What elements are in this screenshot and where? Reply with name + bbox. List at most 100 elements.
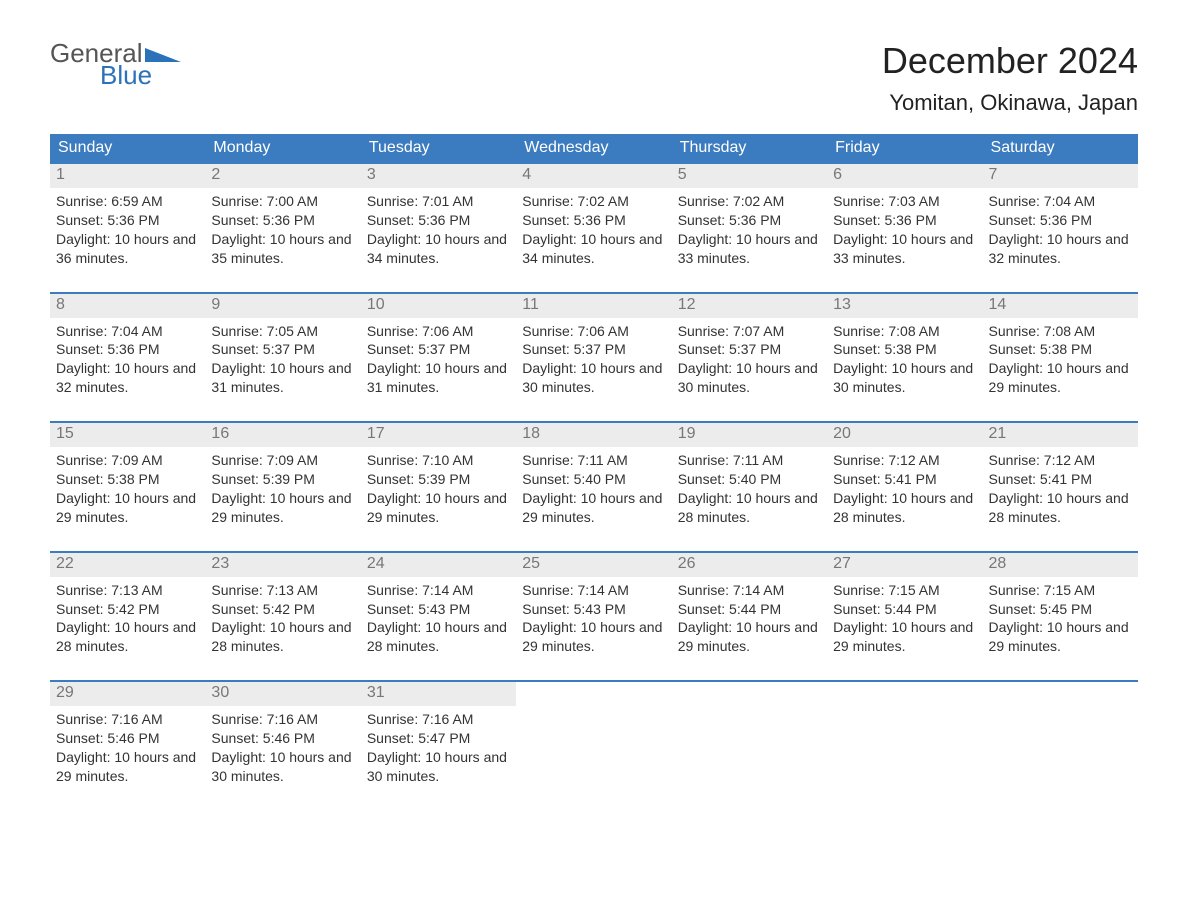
sunrise-text: Sunrise: 7:12 AM (989, 451, 1132, 470)
day-body: Sunrise: 7:08 AMSunset: 5:38 PMDaylight:… (827, 318, 982, 398)
daylight-text: Daylight: 10 hours and 30 minutes. (367, 748, 510, 786)
day-cell: 12Sunrise: 7:07 AMSunset: 5:37 PMDayligh… (672, 294, 827, 408)
calendar-body: 1Sunrise: 6:59 AMSunset: 5:36 PMDaylight… (50, 162, 1138, 796)
sunset-text: Sunset: 5:43 PM (367, 600, 510, 619)
location: Yomitan, Okinawa, Japan (882, 90, 1138, 116)
calendar-header-row: Sunday Monday Tuesday Wednesday Thursday… (50, 134, 1138, 162)
day-cell: . (516, 682, 671, 796)
day-body: Sunrise: 7:07 AMSunset: 5:37 PMDaylight:… (672, 318, 827, 398)
day-cell: 3Sunrise: 7:01 AMSunset: 5:36 PMDaylight… (361, 164, 516, 278)
sunrise-text: Sunrise: 7:07 AM (678, 322, 821, 341)
daylight-text: Daylight: 10 hours and 29 minutes. (522, 618, 665, 656)
sunrise-text: Sunrise: 7:16 AM (367, 710, 510, 729)
day-number: 28 (983, 553, 1138, 577)
sunrise-text: Sunrise: 7:14 AM (678, 581, 821, 600)
day-number: 5 (672, 164, 827, 188)
daylight-text: Daylight: 10 hours and 29 minutes. (833, 618, 976, 656)
daylight-text: Daylight: 10 hours and 32 minutes. (56, 359, 199, 397)
header-wednesday: Wednesday (516, 134, 671, 162)
sunset-text: Sunset: 5:38 PM (56, 470, 199, 489)
day-body: Sunrise: 7:16 AMSunset: 5:46 PMDaylight:… (205, 706, 360, 786)
day-number: 12 (672, 294, 827, 318)
sunrise-text: Sunrise: 7:16 AM (56, 710, 199, 729)
sunrise-text: Sunrise: 7:14 AM (367, 581, 510, 600)
sunset-text: Sunset: 5:36 PM (56, 340, 199, 359)
title-block: December 2024 Yomitan, Okinawa, Japan (882, 40, 1138, 116)
sunset-text: Sunset: 5:37 PM (678, 340, 821, 359)
sunrise-text: Sunrise: 7:04 AM (56, 322, 199, 341)
day-number: 18 (516, 423, 671, 447)
header-thursday: Thursday (672, 134, 827, 162)
day-cell: 23Sunrise: 7:13 AMSunset: 5:42 PMDayligh… (205, 553, 360, 667)
day-cell: 16Sunrise: 7:09 AMSunset: 5:39 PMDayligh… (205, 423, 360, 537)
daylight-text: Daylight: 10 hours and 36 minutes. (56, 230, 199, 268)
sunrise-text: Sunrise: 7:11 AM (678, 451, 821, 470)
day-body: Sunrise: 7:10 AMSunset: 5:39 PMDaylight:… (361, 447, 516, 527)
daylight-text: Daylight: 10 hours and 30 minutes. (833, 359, 976, 397)
sunrise-text: Sunrise: 7:03 AM (833, 192, 976, 211)
sunrise-text: Sunrise: 7:12 AM (833, 451, 976, 470)
day-cell: 30Sunrise: 7:16 AMSunset: 5:46 PMDayligh… (205, 682, 360, 796)
day-cell: 24Sunrise: 7:14 AMSunset: 5:43 PMDayligh… (361, 553, 516, 667)
day-body: Sunrise: 7:04 AMSunset: 5:36 PMDaylight:… (50, 318, 205, 398)
daylight-text: Daylight: 10 hours and 33 minutes. (678, 230, 821, 268)
day-cell: 4Sunrise: 7:02 AMSunset: 5:36 PMDaylight… (516, 164, 671, 278)
sunset-text: Sunset: 5:40 PM (678, 470, 821, 489)
day-cell: 5Sunrise: 7:02 AMSunset: 5:36 PMDaylight… (672, 164, 827, 278)
sunset-text: Sunset: 5:39 PM (211, 470, 354, 489)
header-friday: Friday (827, 134, 982, 162)
sunset-text: Sunset: 5:42 PM (56, 600, 199, 619)
sunrise-text: Sunrise: 7:08 AM (833, 322, 976, 341)
sunrise-text: Sunrise: 7:06 AM (367, 322, 510, 341)
week-row: 22Sunrise: 7:13 AMSunset: 5:42 PMDayligh… (50, 551, 1138, 667)
logo-text-blue: Blue (100, 62, 181, 88)
day-number: 2 (205, 164, 360, 188)
daylight-text: Daylight: 10 hours and 31 minutes. (367, 359, 510, 397)
sunset-text: Sunset: 5:36 PM (989, 211, 1132, 230)
sunrise-text: Sunrise: 7:11 AM (522, 451, 665, 470)
sunrise-text: Sunrise: 7:13 AM (211, 581, 354, 600)
day-cell: . (827, 682, 982, 796)
daylight-text: Daylight: 10 hours and 35 minutes. (211, 230, 354, 268)
sunset-text: Sunset: 5:43 PM (522, 600, 665, 619)
sunrise-text: Sunrise: 6:59 AM (56, 192, 199, 211)
daylight-text: Daylight: 10 hours and 28 minutes. (56, 618, 199, 656)
daylight-text: Daylight: 10 hours and 28 minutes. (833, 489, 976, 527)
sunset-text: Sunset: 5:36 PM (833, 211, 976, 230)
day-number: 25 (516, 553, 671, 577)
day-number: 26 (672, 553, 827, 577)
day-number: 22 (50, 553, 205, 577)
sunset-text: Sunset: 5:44 PM (678, 600, 821, 619)
week-row: 29Sunrise: 7:16 AMSunset: 5:46 PMDayligh… (50, 680, 1138, 796)
day-cell: 20Sunrise: 7:12 AMSunset: 5:41 PMDayligh… (827, 423, 982, 537)
day-cell: 17Sunrise: 7:10 AMSunset: 5:39 PMDayligh… (361, 423, 516, 537)
day-body: Sunrise: 7:13 AMSunset: 5:42 PMDaylight:… (50, 577, 205, 657)
day-body: Sunrise: 7:02 AMSunset: 5:36 PMDaylight:… (516, 188, 671, 268)
daylight-text: Daylight: 10 hours and 33 minutes. (833, 230, 976, 268)
day-cell: 29Sunrise: 7:16 AMSunset: 5:46 PMDayligh… (50, 682, 205, 796)
day-number: 1 (50, 164, 205, 188)
sunrise-text: Sunrise: 7:13 AM (56, 581, 199, 600)
daylight-text: Daylight: 10 hours and 29 minutes. (56, 489, 199, 527)
day-body: Sunrise: 7:14 AMSunset: 5:43 PMDaylight:… (361, 577, 516, 657)
day-number: 3 (361, 164, 516, 188)
day-cell: 31Sunrise: 7:16 AMSunset: 5:47 PMDayligh… (361, 682, 516, 796)
day-body: Sunrise: 7:11 AMSunset: 5:40 PMDaylight:… (516, 447, 671, 527)
header-tuesday: Tuesday (361, 134, 516, 162)
daylight-text: Daylight: 10 hours and 29 minutes. (211, 489, 354, 527)
sunrise-text: Sunrise: 7:09 AM (211, 451, 354, 470)
sunrise-text: Sunrise: 7:00 AM (211, 192, 354, 211)
sunset-text: Sunset: 5:41 PM (833, 470, 976, 489)
sunset-text: Sunset: 5:40 PM (522, 470, 665, 489)
sunrise-text: Sunrise: 7:15 AM (833, 581, 976, 600)
day-body: Sunrise: 7:14 AMSunset: 5:43 PMDaylight:… (516, 577, 671, 657)
day-number: 21 (983, 423, 1138, 447)
day-cell: 10Sunrise: 7:06 AMSunset: 5:37 PMDayligh… (361, 294, 516, 408)
day-number: 20 (827, 423, 982, 447)
daylight-text: Daylight: 10 hours and 29 minutes. (56, 748, 199, 786)
sunrise-text: Sunrise: 7:14 AM (522, 581, 665, 600)
sunset-text: Sunset: 5:39 PM (367, 470, 510, 489)
day-number: 24 (361, 553, 516, 577)
day-number: 11 (516, 294, 671, 318)
day-body: Sunrise: 7:12 AMSunset: 5:41 PMDaylight:… (827, 447, 982, 527)
